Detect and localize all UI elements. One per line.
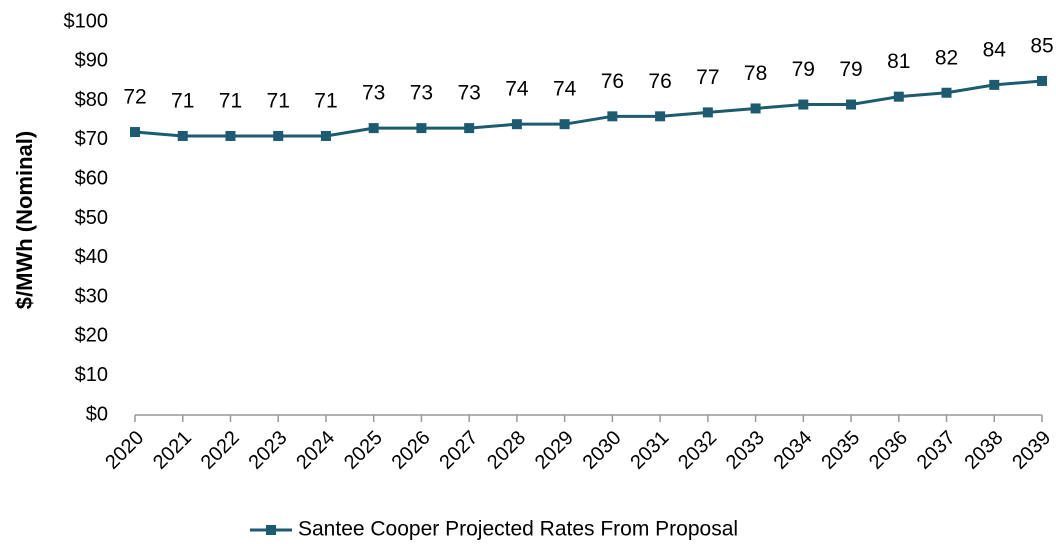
data-label: 76 <box>648 70 671 93</box>
x-tick-label: 2035 <box>817 427 864 474</box>
legend-marker <box>266 525 276 535</box>
y-tick-label: $70 <box>75 128 108 150</box>
y-tick-label: $10 <box>75 364 108 386</box>
marker <box>798 99 809 110</box>
y-tick-label: $50 <box>75 207 108 229</box>
line <box>134 79 1043 138</box>
x-tick-label: 2037 <box>913 427 960 474</box>
x-tick-label: 2025 <box>340 427 387 474</box>
data-label: 81 <box>887 50 910 73</box>
data-label: 73 <box>457 82 480 105</box>
marker <box>750 103 761 114</box>
data-label: 71 <box>267 90 290 113</box>
marker <box>846 99 857 110</box>
data-label: 71 <box>171 90 194 113</box>
x-tick-label: 2030 <box>579 427 626 474</box>
data-label: 71 <box>219 90 242 113</box>
marker <box>655 111 666 122</box>
y-tick-label: $40 <box>75 246 108 268</box>
x-tick-label: 2031 <box>626 427 673 474</box>
data-label: 82 <box>935 46 958 69</box>
y-tick-label: $80 <box>75 89 108 111</box>
marker <box>368 123 379 134</box>
marker <box>225 130 236 141</box>
marker <box>273 130 284 141</box>
data-label: 79 <box>839 58 862 81</box>
data-label: 74 <box>553 78 577 101</box>
x-tick-label: 2034 <box>770 427 817 474</box>
marker <box>177 130 188 141</box>
data-label: 76 <box>601 70 624 93</box>
data-label: 84 <box>983 38 1007 61</box>
x-tick-label: 2026 <box>388 427 435 474</box>
x-tick-label: 2020 <box>101 427 148 474</box>
data-label: 71 <box>314 90 337 113</box>
x-tick-label: 2033 <box>722 427 769 474</box>
legend-label: Santee Cooper Projected Rates From Propo… <box>298 518 738 541</box>
y-tick-label: $60 <box>75 167 108 189</box>
x-tick-label: 2021 <box>149 427 196 474</box>
marker <box>1037 75 1047 86</box>
x-tick-label: 2027 <box>435 427 482 474</box>
marker <box>607 111 618 122</box>
marker <box>989 79 1000 90</box>
data-label: 85 <box>1030 34 1053 57</box>
y-tick-label: $90 <box>75 50 108 72</box>
x-tick-label: 2029 <box>531 427 578 474</box>
x-tick-label: 2024 <box>292 427 339 474</box>
data-label: 73 <box>410 82 433 105</box>
y-tick-label: $0 <box>86 403 108 425</box>
x-tick-label: 2036 <box>865 427 912 474</box>
data-label: 78 <box>744 62 767 85</box>
x-tick-label: 2032 <box>674 427 721 474</box>
marker <box>559 119 570 130</box>
marker <box>416 123 427 134</box>
data-label: 72 <box>123 86 146 109</box>
marker <box>702 107 713 118</box>
data-label: 73 <box>362 82 385 105</box>
y-tick-label: $100 <box>64 10 109 32</box>
y-tick-label: $30 <box>75 285 108 307</box>
x-tick-label: 2028 <box>483 427 530 474</box>
marker <box>464 123 475 134</box>
marker <box>893 91 904 102</box>
marker <box>320 130 331 141</box>
x-tick-label: 2038 <box>961 427 1008 474</box>
marker <box>511 119 522 130</box>
data-label: 77 <box>696 66 719 89</box>
y-axis-title: $/MWh (Nominal) <box>12 131 37 309</box>
x-tick-label: 2023 <box>244 427 291 474</box>
x-tick-label: 2039 <box>1008 427 1055 474</box>
marker <box>130 127 140 138</box>
data-label: 79 <box>792 58 815 81</box>
data-label: 74 <box>505 78 529 101</box>
x-tick-label: 2022 <box>197 427 244 474</box>
marker <box>941 87 952 98</box>
y-tick-label: $20 <box>75 325 108 347</box>
